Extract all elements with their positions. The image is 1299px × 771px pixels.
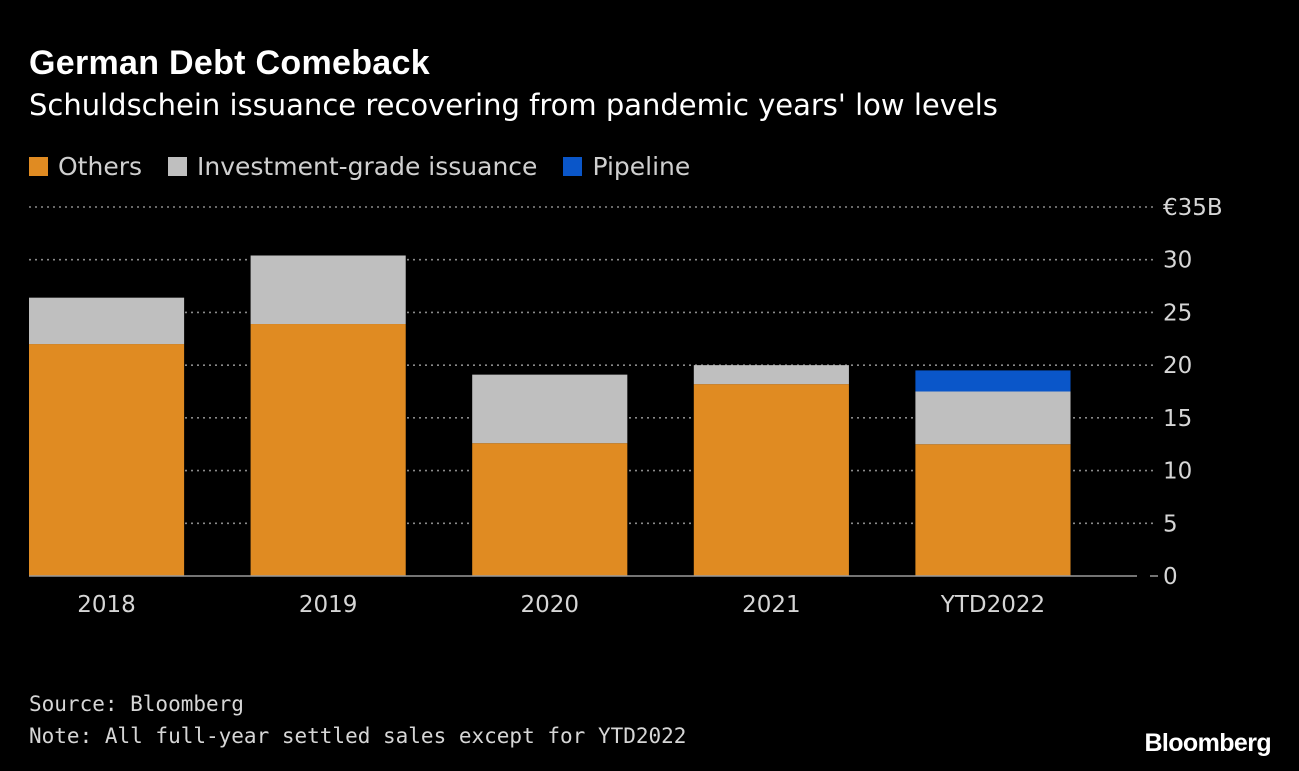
legend-label-others: Others [58,152,143,181]
source-note: Source: Bloomberg [29,692,244,716]
bar-segment [29,297,185,345]
y-tick-label: 5 [1163,511,1178,537]
bar-segment [472,443,628,576]
legend-swatch-others [29,157,48,176]
y-tick-label: 20 [1163,353,1192,379]
bar-segment [472,374,628,444]
x-tick-label: 2020 [520,592,579,618]
bar-segment [693,365,849,385]
bar-segment [915,370,1071,392]
legend-swatch-pipeline [563,157,583,176]
bar-segment [29,344,185,576]
bar-segment [915,391,1071,445]
legend-item-pipeline: Pipeline [563,152,690,181]
legend-label-pipeline: Pipeline [592,152,691,181]
bar-segment [693,384,849,576]
x-tick-label: 2018 [77,592,136,618]
chart-subtitle: Schuldschein issuance recovering from pa… [29,88,998,122]
y-tick-label: 30 [1163,248,1192,274]
y-tick-label: 0 [1163,564,1178,590]
legend-label-investment-grade: Investment-grade issuance [197,152,538,181]
y-tick-label: 10 [1163,459,1192,485]
x-tick-label: 2019 [299,592,358,618]
bar-segment [915,444,1071,576]
legend-item-others: Others [29,152,142,181]
chart-title: German Debt Comeback [29,44,430,82]
bar-segment [250,324,406,576]
bar-segment [250,255,406,325]
axes: 0 5 10 15 20 25 30 €35B 2018 2019 2020 2021 YTD2022 [29,195,1223,618]
bloomberg-logo: Bloomberg [1144,729,1271,757]
footnote: Note: All full-year settled sales except… [29,724,687,748]
y-tick-label: €35B [1163,195,1223,221]
legend-item-investment-grade: Investment-grade issuance [168,152,537,181]
chart-legend: Others Investment-grade issuance Pipelin… [29,152,716,181]
legend-swatch-investment-grade [168,157,188,176]
x-tick-label: YTD2022 [940,592,1045,618]
chart-footer: Source: Bloomberg Note: All full-year se… [29,688,686,752]
x-tick-label: 2021 [742,592,801,618]
bars [29,255,1071,576]
y-tick-label: 15 [1163,406,1192,432]
y-tick-label: 25 [1163,300,1192,326]
